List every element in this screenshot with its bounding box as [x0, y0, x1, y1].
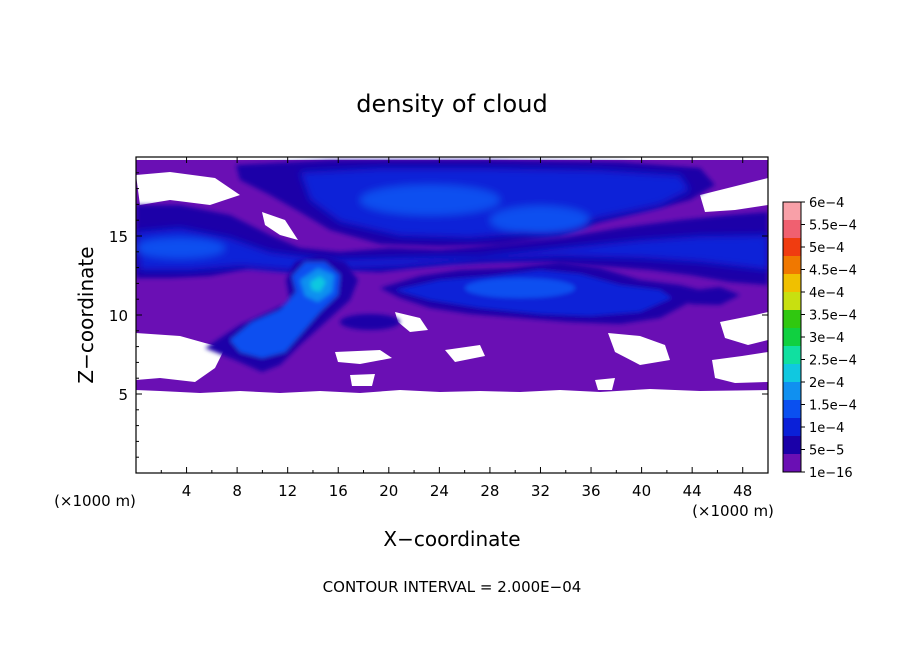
- colorbar-swatch: [783, 382, 801, 400]
- colorbar-label: 2e−4: [809, 376, 844, 391]
- colorbar-swatch: [783, 238, 801, 256]
- colorbar-swatch: [783, 310, 801, 328]
- no-cloud-region: [136, 393, 768, 473]
- y-tick-label: 15: [109, 228, 128, 246]
- x-unit-label-left: (×1000 m): [54, 492, 136, 510]
- x-unit-label-right: (×1000 m): [692, 502, 774, 520]
- y-tick-label: 5: [118, 386, 128, 404]
- colorbar-swatch: [783, 292, 801, 310]
- colorbar-swatch: [783, 454, 801, 472]
- clear-air-gaps: [136, 172, 768, 390]
- colorbar-label: 5.5e−4: [809, 219, 857, 234]
- x-tick-label: 8: [232, 482, 242, 500]
- x-tick-label: 36: [581, 482, 600, 500]
- colorbar-swatch: [783, 400, 801, 418]
- y-axis-label: Z−coordinate: [74, 246, 98, 383]
- colorbar-label: 1.5e−4: [809, 399, 857, 414]
- colorbar-label: 3.5e−4: [809, 309, 857, 324]
- colorbar-label: 5e−4: [809, 241, 844, 256]
- x-tick-label: 40: [632, 482, 651, 500]
- x-axis-label: X−coordinate: [383, 527, 520, 551]
- x-axis-ticks: 4 8 12 16 20 24 28 32 36 40 44 48: [160, 157, 752, 500]
- colorbar-swatch: [783, 328, 801, 346]
- colorbar-label: 1e−16: [809, 466, 853, 481]
- colorbar-label: 5e−5: [809, 444, 844, 459]
- colorbar-label: 4e−4: [809, 286, 844, 301]
- colorbar-label: 2.5e−4: [809, 354, 857, 369]
- x-tick-label: 28: [480, 482, 499, 500]
- density-field: [136, 157, 768, 473]
- chart-title: density of cloud: [356, 90, 547, 118]
- x-tick-label: 4: [182, 482, 192, 500]
- colorbar: 1e−16 5e−5 1e−4 1.5e−4 2e−4 2.5e−4 3e−4 3.5e−4 4…: [782, 196, 857, 481]
- convective-plume: [205, 255, 400, 372]
- colorbar-swatch: [783, 202, 801, 220]
- colorbar-swatch: [783, 274, 801, 292]
- upper-cloud-core: [136, 168, 768, 270]
- mid-cloud-band: [380, 262, 740, 324]
- x-tick-label: 12: [278, 482, 297, 500]
- colorbar-swatch: [783, 220, 801, 238]
- colorbar-swatch: [783, 364, 801, 382]
- x-tick-label: 48: [733, 482, 752, 500]
- colorbar-label: 4.5e−4: [809, 264, 857, 279]
- x-tick-label: 32: [531, 482, 550, 500]
- x-tick-label: 20: [379, 482, 398, 500]
- colorbar-swatch: [783, 256, 801, 274]
- x-tick-label: 24: [430, 482, 449, 500]
- y-axis-ticks: 5 10 15: [109, 172, 768, 458]
- colorbar-label: 3e−4: [809, 331, 844, 346]
- colorbar-swatch: [783, 436, 801, 454]
- colorbar-swatch: [783, 346, 801, 364]
- x-tick-label: 44: [683, 482, 702, 500]
- y-tick-label: 10: [109, 307, 128, 325]
- x-tick-label: 16: [329, 482, 348, 500]
- colorbar-label: 1e−4: [809, 421, 844, 436]
- contour-interval-note: CONTOUR INTERVAL = 2.000E−04: [323, 578, 582, 596]
- colorbar-swatch: [783, 418, 801, 436]
- colorbar-label: 6e−4: [809, 196, 844, 211]
